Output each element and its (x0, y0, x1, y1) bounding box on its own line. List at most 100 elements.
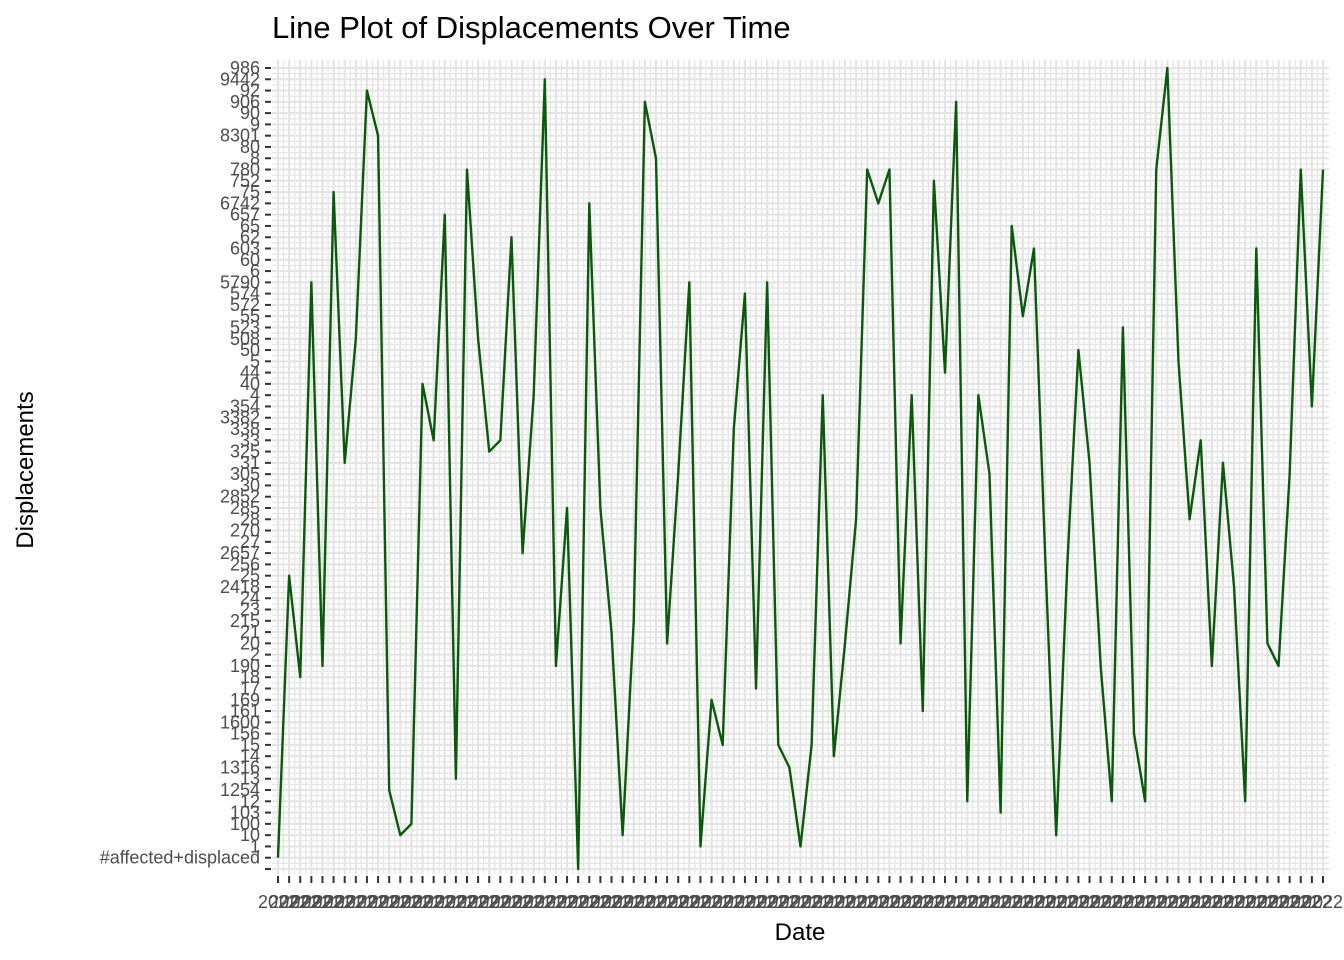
x-tick-label: 2022 (969, 892, 1009, 912)
x-tick-label: 2022 (1103, 892, 1143, 912)
y-tick-label: 100 (230, 814, 260, 834)
x-tick-label: 2022 (1003, 892, 1043, 912)
x-tick-label: 2022 (647, 892, 687, 912)
x-tick-label: 2022 (1247, 892, 1287, 912)
x-tick-label: 2022 (814, 892, 854, 912)
x-tick-label: 2022 (347, 892, 387, 912)
y-tick-label: 5790 (220, 272, 260, 292)
x-tick-label: 2022 (625, 892, 665, 912)
y-tick-label: 270 (230, 521, 260, 541)
x-tick-label: 2022 (869, 892, 909, 912)
y-tick-label: 3382 (220, 408, 260, 428)
x-tick-label: 2022 (269, 892, 309, 912)
x-tick-label: 2022 (447, 892, 487, 912)
y-tick-label: 2418 (220, 577, 260, 597)
x-tick-label: 2022 (881, 892, 921, 912)
y-tick-label: 12 (240, 791, 260, 811)
y-tick-label: 752 (230, 171, 260, 191)
y-tick-label: 572 (230, 295, 260, 315)
y-tick-label: 50 (240, 340, 260, 360)
y-tick-label: 28 (240, 509, 260, 529)
y-tick-label: 15 (240, 735, 260, 755)
x-tick-label: 2022 (892, 892, 932, 912)
x-tick-label: 2022 (847, 892, 887, 912)
x-tick-label: 2022 (414, 892, 454, 912)
x-tick-label: 2022 (836, 892, 876, 912)
y-tick-label: 2852 (220, 487, 260, 507)
x-tick-label: 2022 (1047, 892, 1087, 912)
x-tick-label: 2022 (1158, 892, 1198, 912)
x-tick-label: 2022 (658, 892, 698, 912)
x-tick-label: 2022 (703, 892, 743, 912)
y-tick-label: 657 (230, 205, 260, 225)
y-tick-label: 508 (230, 329, 260, 349)
y-tick-label: 18 (240, 667, 260, 687)
x-tick-label: 2022 (314, 892, 354, 912)
y-tick-label: 215 (230, 611, 260, 631)
x-tick-label: 2022 (336, 892, 376, 912)
y-tick-label: 325 (230, 442, 260, 462)
x-tick-label: 2022 (1070, 892, 1110, 912)
x-tick-label: 2022 (458, 892, 498, 912)
y-tick-label: 190 (230, 656, 260, 676)
y-tick-label: 103 (230, 803, 260, 823)
y-tick-label: 90 (240, 103, 260, 123)
x-tick-label: 2022 (725, 892, 765, 912)
x-tick-label: 2022 (302, 892, 342, 912)
x-tick-label: 2022 (591, 892, 631, 912)
x-tick-label: 2022 (1270, 892, 1310, 912)
x-tick-label: 2022 (947, 892, 987, 912)
y-tick-label: 17 (240, 678, 260, 698)
y-tick-label: 523 (230, 317, 260, 337)
x-axis-ticks (277, 876, 1324, 883)
y-tick-label: 60 (240, 250, 260, 270)
y-tick-label: 55 (240, 306, 260, 326)
y-tick-label: 1600 (220, 712, 260, 732)
y-tick-label: 9 (250, 114, 260, 134)
x-tick-label: 2022 (780, 892, 820, 912)
y-tick-label: 256 (230, 554, 260, 574)
x-tick-label: 2022 (925, 892, 965, 912)
y-tick-label: 1316 (220, 757, 260, 777)
x-tick-label: 2022 (391, 892, 431, 912)
x-tick-label: 2022 (491, 892, 531, 912)
x-tick-label: 2022 (747, 892, 787, 912)
x-tick-label: 2022 (358, 892, 398, 912)
x-tick-label: 2022 (1125, 892, 1165, 912)
x-tick-label: 2022 (603, 892, 643, 912)
y-tick-label: 354 (230, 396, 260, 416)
y-tick-label: 161 (230, 701, 260, 721)
x-tick-label: 2022 (636, 892, 676, 912)
y-tick-label: 75 (240, 182, 260, 202)
x-tick-label: 2022 (614, 892, 654, 912)
x-tick-label: 2022 (714, 892, 754, 912)
y-tick-label: 23 (240, 600, 260, 620)
x-tick-label: 2022 (480, 892, 520, 912)
y-tick-label: 6 (250, 261, 260, 281)
y-tick-label: 21 (240, 622, 260, 642)
x-tick-label: 2022 (1114, 892, 1154, 912)
y-tick-label: 305 (230, 464, 260, 484)
x-tick-label: 2022 (280, 892, 320, 912)
x-tick-label: 2022 (1147, 892, 1187, 912)
y-tick-label: 62 (240, 227, 260, 247)
x-tick-label: 2022 (569, 892, 609, 912)
x-tick-label: 2022 (325, 892, 365, 912)
x-tick-label: 2022 (558, 892, 598, 912)
y-tick-label: 65 (240, 216, 260, 236)
y-tick-label: 33 (240, 430, 260, 450)
y-tick-label: 169 (230, 690, 260, 710)
x-tick-label: 2022 (992, 892, 1032, 912)
y-tick-label: 25 (240, 566, 260, 586)
x-tick-label: 2022 (769, 892, 809, 912)
x-tick-label: 2022 (1058, 892, 1098, 912)
y-tick-label: 30 (240, 475, 260, 495)
series-line (276, 66, 1325, 871)
x-tick-label: 2022 (1203, 892, 1243, 912)
x-tick-label: 2022 (291, 892, 331, 912)
x-tick-label: 2022 (425, 892, 465, 912)
x-tick-label: 2022 (469, 892, 509, 912)
y-tick-label: 24 (240, 588, 260, 608)
x-tick-label: 2022 (436, 892, 476, 912)
x-tick-label: 2022 (1214, 892, 1254, 912)
